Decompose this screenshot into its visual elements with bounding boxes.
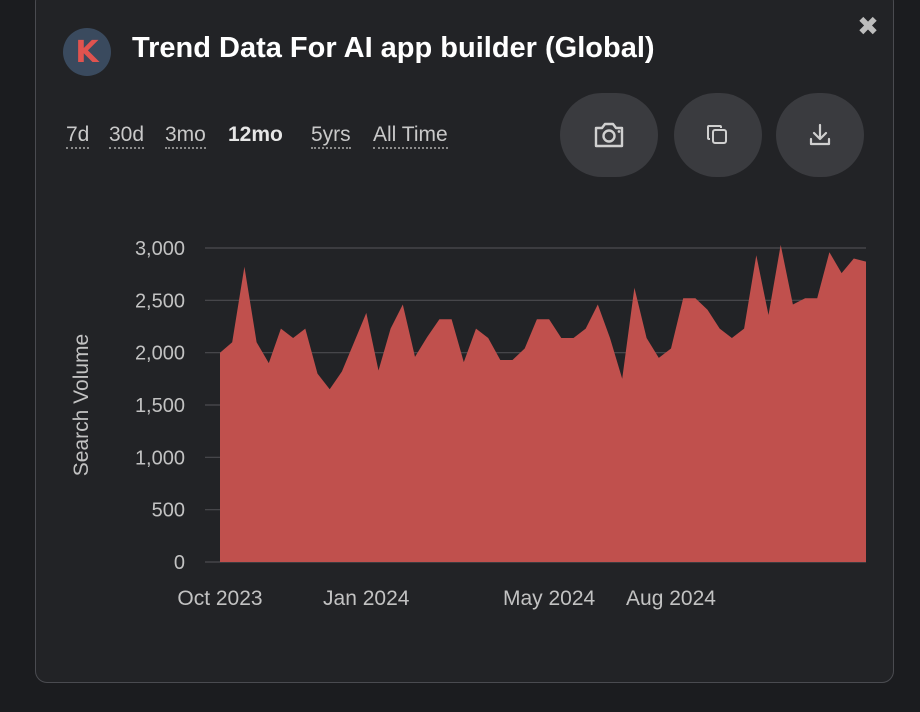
y-tick-label: 1,500 (135, 395, 185, 417)
range-3mo[interactable]: 3mo (165, 123, 206, 149)
y-tick-label: 3,000 (135, 238, 185, 260)
screenshot-button[interactable] (560, 93, 658, 177)
x-tick-label: Jan 2024 (323, 587, 410, 610)
camera-icon (594, 122, 624, 148)
range-30d[interactable]: 30d (109, 123, 145, 149)
y-tick-label: 0 (174, 552, 185, 574)
y-tick-label: 2,000 (135, 343, 185, 365)
search-volume-area (220, 244, 866, 562)
copy-icon (707, 125, 727, 144)
copy-button[interactable] (674, 93, 762, 177)
y-tick-label: 500 (152, 500, 185, 522)
download-icon (809, 123, 831, 146)
range-12mo[interactable]: 12mo (228, 123, 283, 146)
chart-title: Trend Data For AI app builder (Global) (132, 32, 655, 64)
download-button[interactable] (776, 93, 864, 177)
y-tick-label: 1,000 (135, 447, 185, 469)
range-7d[interactable]: 7d (66, 123, 90, 149)
logo-icon: K (63, 28, 111, 76)
range-all-time[interactable]: All Time (373, 123, 448, 149)
close-icon[interactable]: ✖ (857, 12, 879, 42)
x-tick-label: May 2024 (503, 587, 596, 610)
x-tick-label: Aug 2024 (626, 587, 716, 610)
y-tick-label: 2,500 (135, 290, 185, 312)
range-5yrs[interactable]: 5yrs (311, 123, 351, 149)
x-tick-label: Oct 2023 (177, 587, 262, 610)
